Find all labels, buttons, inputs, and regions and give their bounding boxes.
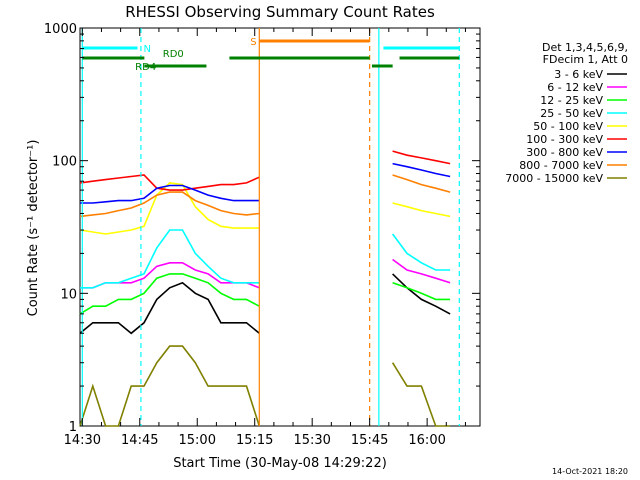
- legend-label-6to12kev: 6 - 12 keV: [547, 81, 603, 94]
- series-line-post-7000to15000kev: [391, 362, 451, 427]
- x-tick-label: 15:00: [179, 433, 216, 448]
- legend-label-7000to15000kev: 7000 - 15000 keV: [505, 172, 603, 185]
- flag-label-rd0: RD0: [163, 49, 184, 60]
- plot-area: [79, 27, 481, 427]
- flag-label-s: S: [250, 37, 256, 48]
- series-line-post-25to50kev: [391, 233, 451, 271]
- x-tick-label: 15:45: [351, 433, 388, 448]
- series-line-7000to15000kev: [79, 345, 261, 427]
- flag-label-n: N: [143, 44, 150, 55]
- series-line-100to300kev: [79, 174, 260, 191]
- x-tick-label: 14:45: [121, 433, 158, 448]
- x-axis-ticks: 14:30 14:45 15:00 15:15 15:30 15:45 16:00: [64, 28, 466, 448]
- legend: Det 1,3,4,5,6,9, FDecim 1, Att 0 3 - 6 k…: [505, 41, 628, 185]
- flag-label-rd4: RD4: [135, 62, 156, 73]
- x-axis-label: Start Time (30-May-08 14:29:22): [173, 456, 387, 471]
- legend-label-3to6kev: 3 - 6 keV: [554, 68, 603, 81]
- series-line-3to6kev: [79, 281, 260, 335]
- x-tick-label: 16:00: [408, 433, 445, 448]
- legend-label-12to25kev: 12 - 25 keV: [540, 94, 603, 107]
- series-line-post-300to800kev: [392, 162, 451, 178]
- series-layer: [79, 150, 451, 427]
- legend-label-25to50kev: 25 - 50 keV: [540, 107, 603, 120]
- x-tick-label: 15:30: [293, 433, 330, 448]
- series-line-25to50kev: [80, 229, 260, 289]
- series-line-post-100to300kev: [392, 150, 451, 165]
- series-line-post-12to25kev: [392, 282, 451, 301]
- y-axis-label: Count Rate (s⁻¹ detector⁻¹): [26, 140, 41, 317]
- series-line-12to25kev: [79, 273, 260, 315]
- x-tick-label: 14:30: [64, 433, 101, 448]
- chart-title: RHESSI Observing Summary Count Rates: [125, 3, 435, 21]
- series-line-6to12kev: [80, 261, 260, 289]
- y-tick-label: 100: [52, 155, 77, 170]
- legend-label-100to300kev: 100 - 300 keV: [526, 133, 603, 146]
- series-line-50to100kev: [79, 182, 260, 235]
- legend-header-2: FDecim 1, Att 0: [543, 53, 628, 66]
- y-tick-label: 1000: [44, 22, 77, 37]
- legend-label-50to100kev: 50 - 100 keV: [533, 120, 603, 133]
- y-tick-label: 1: [69, 420, 77, 435]
- vertical-markers: [81, 28, 460, 426]
- series-line-post-6to12kev: [392, 258, 451, 284]
- x-tick-label: 15:15: [236, 433, 273, 448]
- series-line-post-800to7000kev: [392, 174, 451, 193]
- legend-label-300to800kev: 300 - 800 keV: [526, 146, 603, 159]
- flag-bars: N S RD0 RD4: [82, 37, 460, 73]
- legend-header-1: Det 1,3,4,5,6,9,: [542, 41, 628, 54]
- y-axis-ticks: 1 10 100 1000: [44, 22, 480, 435]
- series-line-post-50to100kev: [392, 202, 451, 218]
- y-tick-label: 10: [60, 287, 77, 302]
- series-line-300to800kev: [80, 184, 260, 204]
- series-line-post-3to6kev: [392, 273, 451, 315]
- legend-label-800to7000kev: 800 - 7000 keV: [519, 159, 603, 172]
- footer-timestamp: 14-Oct-2021 18:20: [552, 467, 628, 476]
- series-line-800to7000kev: [79, 191, 260, 218]
